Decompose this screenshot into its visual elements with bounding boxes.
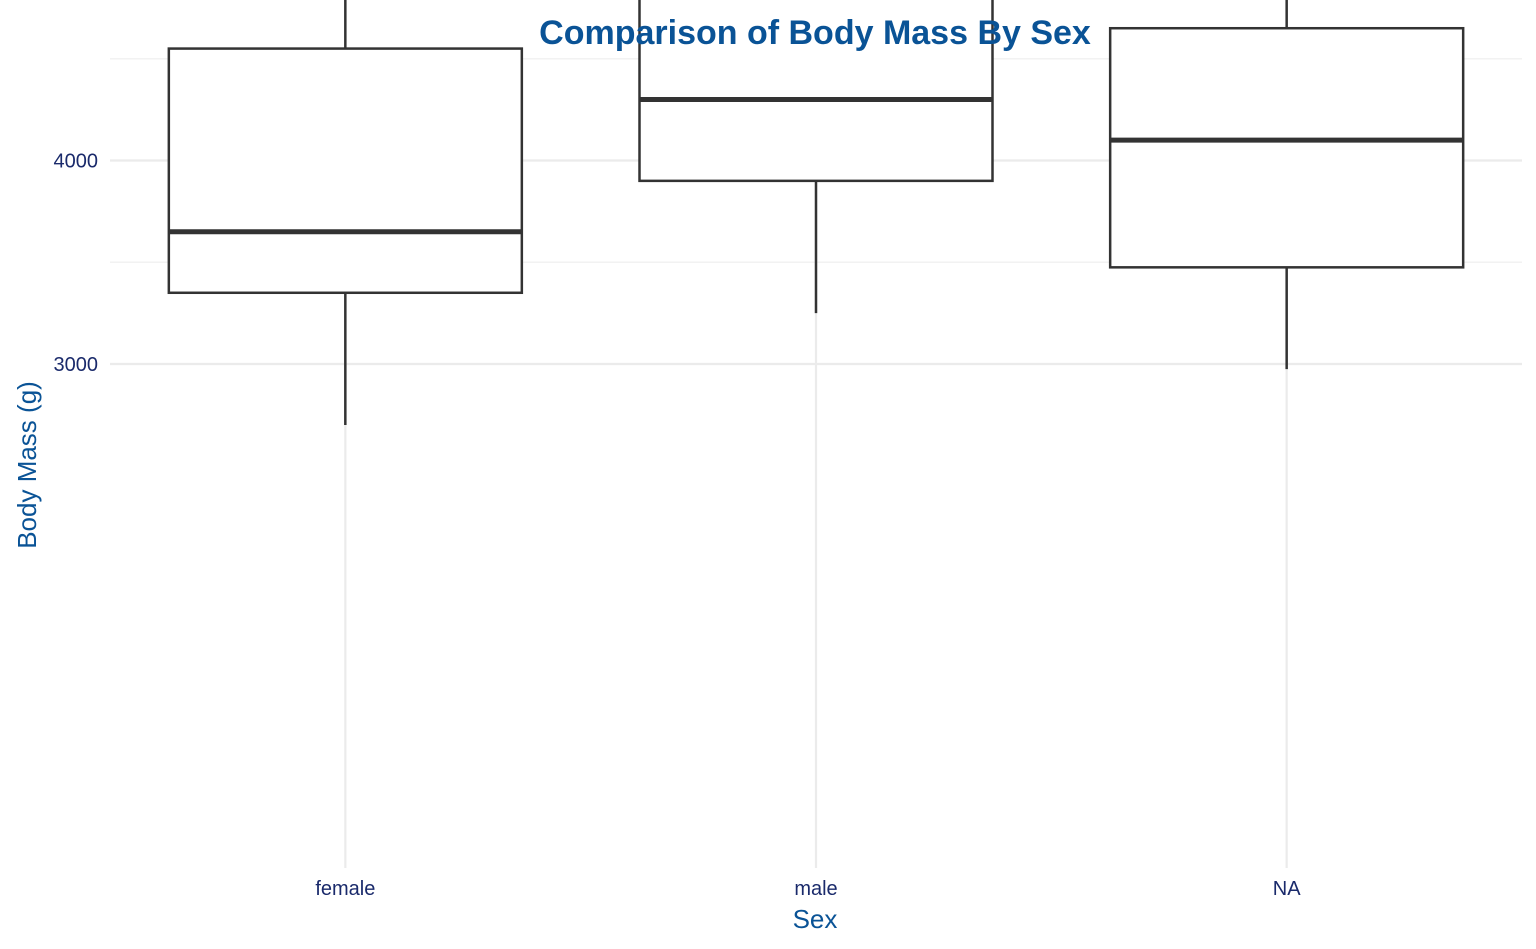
boxes — [167, 0, 1465, 426]
y-tick-label: 3000 — [54, 354, 99, 376]
x-tick-label: female — [315, 878, 375, 900]
x-tick-label: NA — [1273, 878, 1301, 900]
iqr-box — [167, 47, 524, 295]
iqr-box — [1108, 26, 1465, 269]
x-tick-label: male — [794, 878, 837, 900]
y-tick-label: 4000 — [54, 151, 99, 173]
box-NA — [1108, 0, 1465, 370]
x-axis-title: Sex — [793, 904, 838, 934]
box-male — [638, 0, 994, 314]
tick-labels: femalemaleNA3000400050006000 — [54, 151, 1302, 901]
chart-title: Comparison of Body Mass By Sex — [539, 14, 1091, 52]
y-axis-title: Body Mass (g) — [12, 381, 42, 549]
box-female — [167, 0, 524, 426]
iqr-box — [638, 0, 994, 183]
